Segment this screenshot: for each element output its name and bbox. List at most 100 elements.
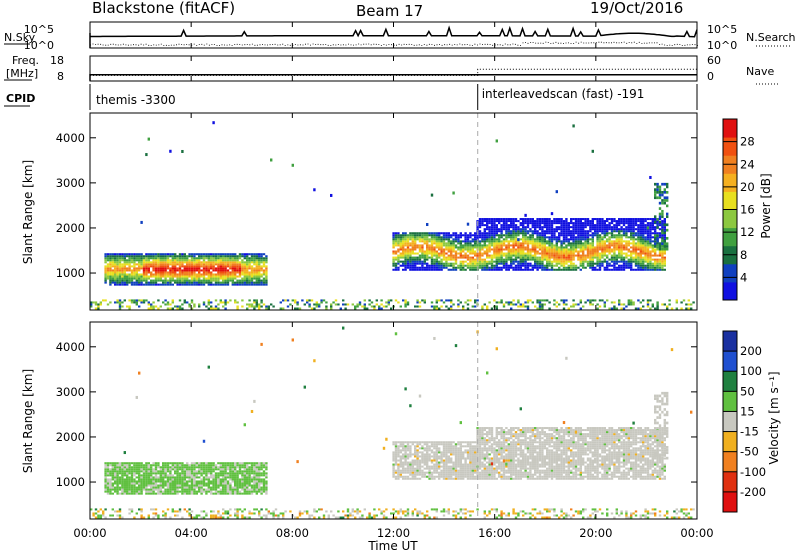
heatmap-cell	[663, 236, 666, 239]
heatmap-cell	[176, 484, 179, 487]
heatmap-cell	[450, 248, 453, 251]
heatmap-cell	[601, 238, 604, 241]
heatmap-cell	[296, 301, 299, 304]
heatmap-cell	[630, 246, 633, 249]
heatmap-cell	[445, 266, 448, 269]
heatmap-cell	[188, 470, 191, 473]
heatmap-cell	[606, 228, 609, 231]
heatmap-cell	[363, 307, 366, 310]
heatmap-cell	[195, 283, 198, 286]
heatmap-cell	[613, 266, 616, 269]
heatmap-cell	[524, 262, 527, 265]
heatmap-cell	[174, 267, 177, 270]
heatmap-cell	[114, 470, 117, 473]
heatmap-cell	[190, 275, 194, 278]
heatmap-cell	[452, 254, 455, 257]
heatmap-cell	[205, 490, 208, 493]
heatmap-cell	[454, 244, 458, 247]
heatmap-cell	[541, 303, 544, 306]
heatmap-cell	[397, 238, 400, 241]
heatmap-cell	[164, 492, 167, 495]
heatmap-cell	[210, 281, 213, 284]
heatmap-cell	[253, 281, 256, 284]
heatmap-cell	[656, 307, 659, 310]
heatmap-cell	[656, 305, 659, 308]
heatmap-cell	[500, 258, 503, 261]
heatmap-cell	[397, 260, 400, 263]
heatmap-cell	[126, 466, 129, 469]
heatmap-cell	[121, 305, 124, 308]
heatmap-cell	[166, 466, 170, 469]
heatmap-cell	[226, 484, 230, 487]
heatmap-cell	[490, 248, 494, 251]
heatmap-cell	[661, 212, 664, 216]
heatmap-cell	[210, 261, 213, 264]
heatmap-cell	[637, 226, 640, 229]
heatmap-cell	[255, 253, 258, 256]
heatmap-cell	[231, 281, 234, 284]
heatmap-cell	[615, 258, 618, 261]
heatmap-cell	[661, 268, 664, 271]
heatmap-cell	[188, 466, 191, 469]
heatmap-cell	[126, 484, 129, 487]
heatmap-cell	[572, 252, 575, 255]
heatmap-cell	[637, 256, 640, 259]
heatmap-cell	[171, 265, 174, 268]
heatmap-cell	[625, 244, 628, 247]
heatmap-cell	[121, 277, 124, 280]
heatmap-cell	[126, 279, 129, 282]
heatmap-cell	[171, 488, 174, 491]
heatmap-cell	[188, 279, 191, 282]
heatmap-cell	[495, 258, 498, 261]
heatmap-cell	[399, 246, 402, 249]
heatmap-cell	[620, 234, 623, 237]
heatmap-cell	[416, 234, 419, 237]
heatmap-cell	[536, 252, 539, 255]
heatmap-cell	[202, 257, 206, 260]
heatmap-cell	[519, 252, 522, 255]
heatmap-cell	[193, 478, 196, 481]
heatmap-cell	[205, 253, 208, 256]
heatmap-cell	[562, 264, 566, 267]
heatmap-cell	[126, 267, 129, 270]
heatmap-cell	[589, 220, 592, 223]
heatmap-cell	[154, 257, 158, 260]
heatmap-cell	[586, 252, 590, 255]
heatmap-cell	[193, 269, 196, 272]
heatmap-cell	[546, 232, 549, 235]
heatmap-cell	[188, 255, 191, 258]
heatmap-cell	[601, 264, 604, 267]
heatmap-cell	[226, 257, 230, 260]
heatmap-cell	[111, 265, 114, 268]
heatmap-cell	[106, 257, 110, 260]
heatmap-cell	[195, 482, 198, 485]
heatmap-cell	[159, 283, 162, 286]
heatmap-cell	[171, 301, 174, 304]
heatmap-cell	[646, 236, 650, 239]
heatmap-cell	[541, 258, 544, 261]
heatmap-cell	[505, 218, 508, 221]
heatmap-cell	[248, 273, 251, 276]
heatmap-cell	[603, 220, 606, 223]
heatmap-cell	[154, 263, 158, 266]
heatmap-cell	[555, 262, 558, 265]
heatmap-cell	[579, 299, 582, 302]
heatmap-cell	[162, 283, 165, 286]
heatmap-cell	[138, 261, 141, 264]
heatmap-cell	[478, 250, 482, 253]
heatmap-cell	[217, 253, 220, 256]
heatmap-cell	[94, 508, 98, 511]
heatmap-cell	[414, 258, 417, 261]
heatmap-cell	[409, 232, 412, 235]
heatmap-cell	[656, 254, 659, 257]
heatmap-cell	[639, 226, 642, 229]
heatmap-cell	[152, 462, 155, 465]
heatmap-cell	[661, 182, 664, 186]
heatmap-cell	[526, 242, 530, 245]
heatmap-cell	[368, 303, 371, 306]
heatmap-cell	[224, 299, 227, 302]
heatmap-cell	[128, 253, 131, 256]
heatmap-cell	[118, 273, 122, 276]
heatmap-cell	[517, 305, 520, 308]
heatmap-cell	[426, 234, 429, 237]
